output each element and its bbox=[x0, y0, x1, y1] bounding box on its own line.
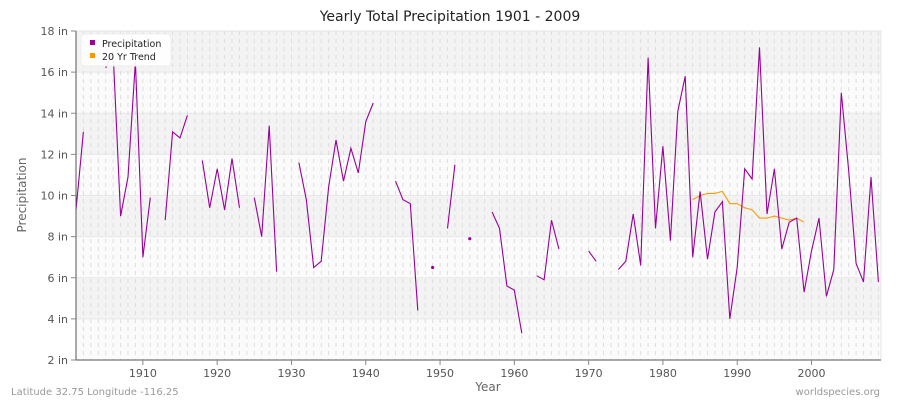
line-segment bbox=[446, 164, 456, 229]
y-tick-label: 18 in bbox=[40, 25, 68, 38]
x-tick-label: 1990 bbox=[723, 367, 751, 380]
x-axis-title: Year bbox=[474, 380, 500, 394]
plot-band bbox=[76, 195, 881, 237]
plot-band bbox=[76, 318, 881, 360]
line-segment bbox=[201, 158, 241, 210]
line-segment bbox=[394, 180, 419, 311]
x-tick-label: 1980 bbox=[649, 367, 677, 380]
line-segment bbox=[692, 190, 805, 223]
y-tick-label: 16 in bbox=[40, 66, 68, 79]
x-tick-label: 1970 bbox=[575, 367, 603, 380]
line-segment bbox=[75, 131, 84, 210]
legend-label-precipitation: Precipitation bbox=[102, 39, 161, 50]
legend-swatch-trend bbox=[90, 53, 95, 58]
line-segment bbox=[617, 47, 879, 319]
plot-band bbox=[76, 236, 881, 278]
y-tick-label: 14 in bbox=[40, 107, 68, 120]
plot-band bbox=[76, 277, 881, 319]
y-tick-label: 4 in bbox=[47, 313, 68, 326]
trend-series bbox=[692, 190, 805, 223]
x-tick-label: 2000 bbox=[798, 367, 826, 380]
location-caption: Latitude 32.75 Longitude -116.25 bbox=[11, 387, 179, 398]
y-tick-label: 8 in bbox=[47, 231, 68, 244]
plot-band bbox=[76, 72, 881, 114]
chart-title: Yearly Total Precipitation 1901 - 2009 bbox=[319, 9, 581, 25]
vertical-gridlines bbox=[82, 31, 879, 360]
y-tick-label: 6 in bbox=[47, 272, 68, 285]
data-point bbox=[431, 265, 435, 270]
x-tick-label: 1960 bbox=[500, 367, 528, 380]
legend-label-trend: 20 Yr Trend bbox=[102, 52, 156, 63]
x-tick-label: 1950 bbox=[426, 367, 454, 380]
legend: Precipitation 20 Yr Trend bbox=[80, 33, 172, 67]
plot-band bbox=[76, 113, 881, 155]
x-tick-label: 1920 bbox=[203, 367, 231, 380]
data-point bbox=[468, 237, 472, 241]
x-axis-ticks: 1910 1920 1930 1940 1950 1960 1970 1980 1990 2000 bbox=[129, 360, 826, 380]
line-segment bbox=[536, 220, 560, 281]
x-tick-label: 1940 bbox=[352, 367, 380, 380]
line-segment bbox=[253, 125, 278, 272]
y-axis-title: Precipitation bbox=[15, 157, 29, 232]
x-tick-label: 1910 bbox=[129, 367, 157, 380]
y-axis-ticks: 2 in 4 in 6 in 8 in 10 in 12 in 14 in 16 in 18 i… bbox=[40, 25, 76, 367]
y-tick-label: 2 in bbox=[47, 354, 68, 367]
line-segment bbox=[588, 250, 597, 262]
line-segment bbox=[164, 115, 188, 221]
legend-box bbox=[80, 33, 172, 67]
legend-swatch-precipitation bbox=[90, 40, 95, 45]
source-credit: worldspecies.org bbox=[796, 387, 880, 398]
line-segment bbox=[298, 102, 374, 269]
x-tick-label: 1930 bbox=[277, 367, 305, 380]
y-tick-label: 12 in bbox=[40, 148, 68, 161]
y-tick-label: 10 in bbox=[40, 190, 68, 203]
line-segment bbox=[491, 211, 523, 334]
plot-band bbox=[76, 154, 881, 196]
plot-background-bands bbox=[76, 31, 881, 360]
